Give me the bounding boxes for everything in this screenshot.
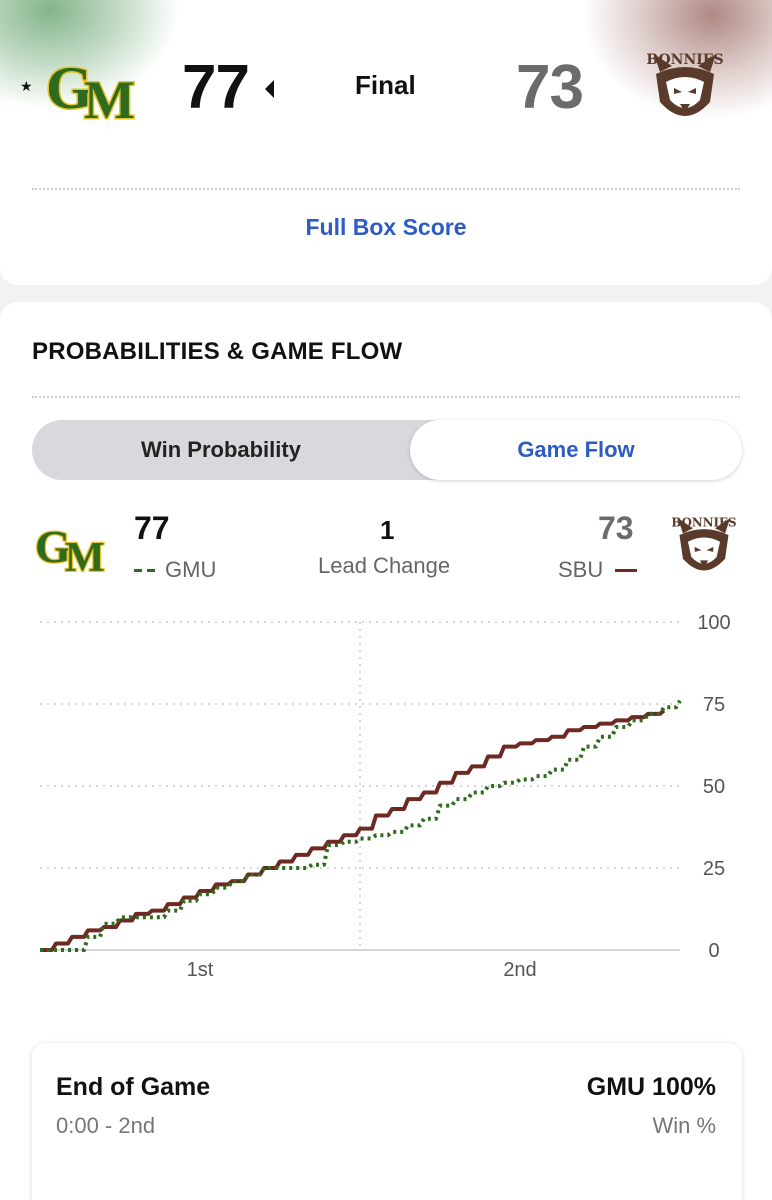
play-detail-card[interactable]: End of Game 0:00 - 2nd GMU 100% Win % [32, 1043, 742, 1200]
divider [32, 188, 740, 190]
sbu-legend-line [615, 569, 637, 572]
play-title: End of Game [56, 1073, 211, 1101]
wolf-mascot-icon: BONNIES [671, 516, 737, 571]
gmu-logo[interactable]: G M [44, 48, 137, 123]
lead-change-count: 1 [380, 515, 395, 545]
lead-change-label: Lead Change [318, 553, 451, 578]
home-team-glow [0, 0, 180, 110]
game-flow-chart: 100 75 50 25 0 1st 2nd [40, 612, 731, 981]
sbu-logo-small[interactable]: BONNIES [666, 508, 742, 584]
sbu-series-line [40, 709, 666, 952]
away-score: 73 [516, 53, 584, 122]
gmu-logo-small[interactable]: G M [34, 516, 110, 574]
win-percentage: GMU 100% [586, 1073, 716, 1101]
full-box-score-link[interactable]: Full Box Score [305, 214, 467, 240]
y-tick-label: 50 [703, 776, 725, 798]
sbu-label: SBU [558, 557, 604, 582]
tab-win-probability[interactable]: Win Probability [141, 437, 301, 462]
gmu-series-line [40, 699, 682, 952]
view-toggle: Win Probability Game Flow [32, 420, 742, 480]
svg-text:M: M [84, 70, 135, 122]
x-tick-label: 1st [187, 959, 214, 981]
wolf-mascot-icon: BONNIES [646, 52, 724, 116]
play-time: 0:00 - 2nd [56, 1113, 156, 1138]
svg-text:M: M [65, 535, 105, 574]
box-score-card [0, 150, 772, 285]
y-tick-label: 25 [703, 858, 725, 880]
y-tick-label: 0 [708, 940, 719, 962]
scoreboard-header: ★ G M 77 Final 73 BONNIES [0, 0, 772, 168]
gmu-logo-letters: G M [45, 54, 137, 123]
gmu-score: 77 [134, 510, 170, 546]
sbu-logo[interactable]: BONNIES [640, 42, 730, 132]
winner-arrow-icon [265, 80, 274, 98]
tab-game-flow[interactable]: Game Flow [410, 420, 742, 480]
section-title: PROBABILITIES & GAME FLOW [32, 338, 403, 365]
svg-text:G: G [35, 521, 71, 572]
gmu-legend-dash [134, 569, 142, 572]
y-tick-label: 100 [697, 612, 730, 634]
home-score: 77 [182, 53, 250, 122]
sbu-score: 73 [598, 510, 634, 546]
star-icon: ★ [20, 78, 33, 94]
game-status: Final [355, 70, 416, 100]
svg-text:G: G [46, 55, 93, 121]
divider [32, 396, 740, 398]
gmu-label: GMU [165, 557, 217, 582]
y-tick-label: 75 [703, 694, 725, 716]
sbu-logo-wordmark: BONNIES [646, 52, 723, 68]
gmu-logo-letters: G M [34, 520, 106, 574]
sbu-logo-wordmark: BONNIES [671, 516, 736, 530]
win-percentage-label: Win % [652, 1113, 716, 1138]
x-tick-label: 2nd [503, 959, 536, 981]
gmu-legend-dash [147, 569, 155, 572]
